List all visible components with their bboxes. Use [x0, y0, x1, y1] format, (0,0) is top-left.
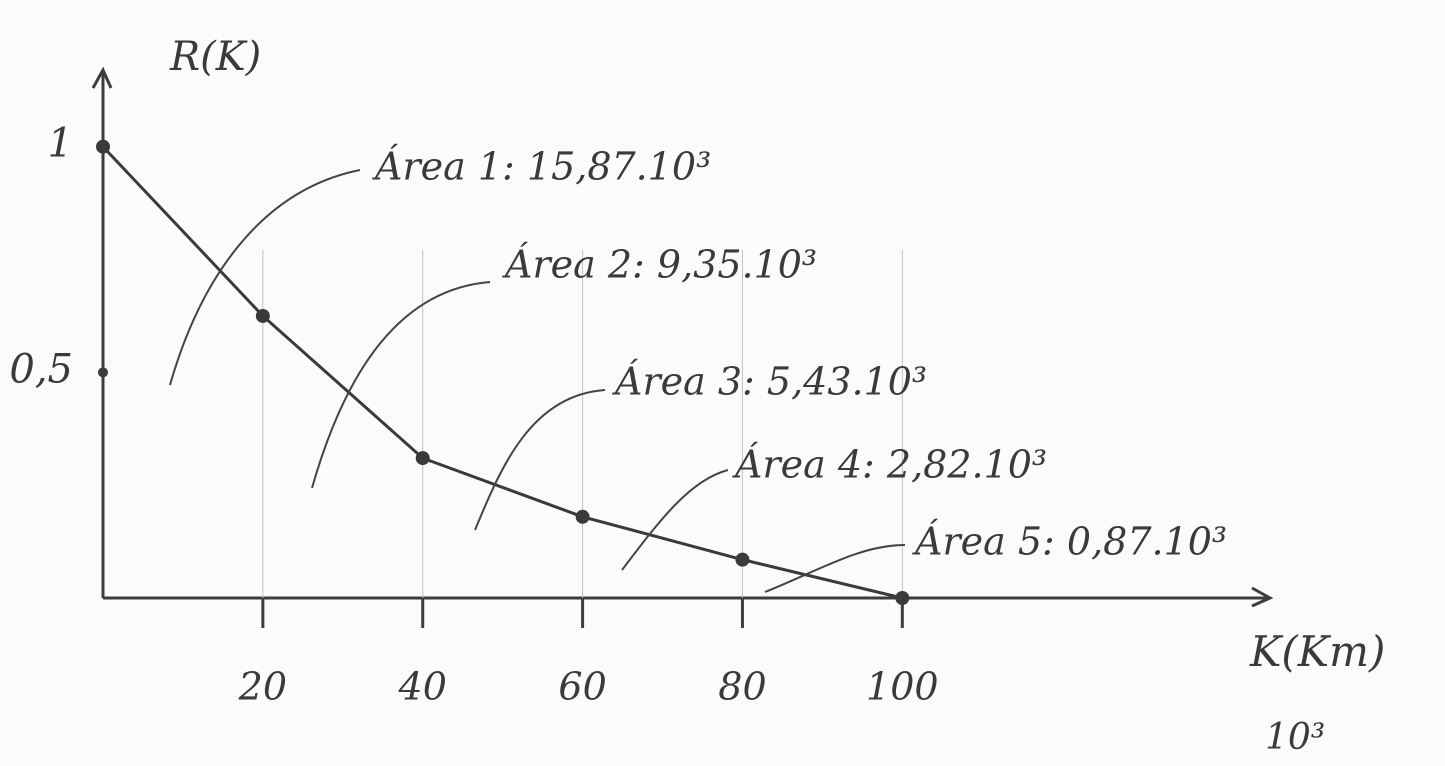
y-tick-label: 1 [48, 121, 73, 167]
x-tick-label: 80 [718, 665, 766, 709]
point [256, 309, 270, 323]
annotation: Área 5: 0,87.10³ [912, 520, 1227, 564]
x-tick-label: 100 [866, 665, 939, 709]
chart: R(K) K(Km) 10³ 20 40 60 80 100 1 0,5 Área 1: 15… [0, 0, 1445, 766]
point [895, 591, 909, 605]
point [96, 140, 110, 154]
annotation: Área 2: 9,35.10³ [502, 243, 817, 287]
x-axis-label: K(Km) [1249, 627, 1385, 676]
annotation-leader [170, 170, 360, 385]
annotation-leader [475, 390, 605, 530]
annotation: Área 4: 2,82.10³ [732, 443, 1047, 487]
x-unit-note: 10³ [1265, 717, 1325, 758]
y-tick [98, 367, 108, 377]
x-tick-label: 20 [238, 665, 287, 709]
annotation: Área 1: 15,87.10³ [372, 145, 711, 189]
point [576, 510, 590, 524]
point [735, 553, 749, 567]
annotation-leader [622, 470, 728, 570]
point [416, 451, 430, 465]
x-tick-label: 40 [398, 665, 447, 709]
y-axis-label: R(K) [169, 34, 261, 80]
annotation-leader [765, 545, 905, 592]
annotation: Área 3: 5,43.10³ [612, 360, 927, 404]
y-tick-label: 0,5 [9, 346, 73, 392]
x-tick-label: 60 [558, 665, 606, 709]
